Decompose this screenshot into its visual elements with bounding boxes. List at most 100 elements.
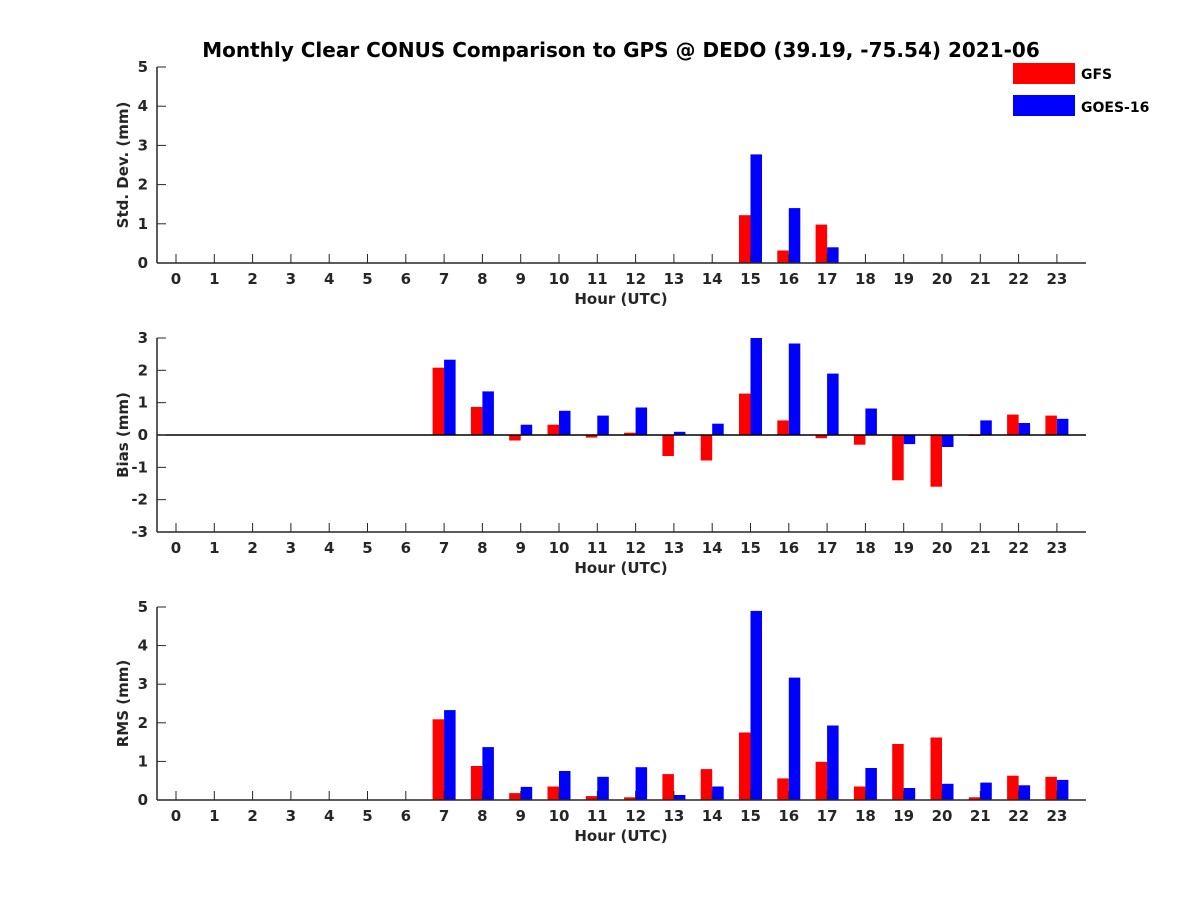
- bar-goes16-hour-8: [482, 747, 494, 800]
- x-tick-label: 15: [740, 270, 761, 288]
- bar-goes16-hour-22: [1018, 423, 1031, 435]
- x-tick-label: 17: [817, 270, 838, 288]
- x-tick-label: 10: [549, 807, 570, 825]
- y-tick-label: 3: [138, 136, 148, 154]
- x-tick-label: 20: [932, 270, 953, 288]
- y-tick-label: 0: [138, 791, 148, 809]
- x-tick-label: 9: [515, 807, 525, 825]
- legend-swatch-gfs: [1013, 63, 1075, 84]
- bar-gfs-hour-14: [700, 435, 713, 461]
- x-tick-label: 21: [970, 807, 991, 825]
- x-tick-label: 21: [970, 539, 991, 557]
- y-tick-label: -2: [131, 491, 148, 509]
- x-tick-label: 4: [324, 270, 334, 288]
- bar-gfs-hour-13: [662, 435, 674, 456]
- bar-goes16-hour-18: [865, 768, 877, 800]
- bar-gfs-hour-9: [509, 435, 521, 441]
- x-axis-label: Hour (UTC): [574, 827, 667, 845]
- x-tick-label: 5: [362, 807, 372, 825]
- x-tick-label: 12: [625, 539, 646, 557]
- bar-gfs-hour-15: [739, 393, 751, 435]
- bar-gfs-hour-12: [624, 797, 636, 800]
- x-tick-label: 18: [855, 539, 876, 557]
- bar-goes16-hour-11: [597, 415, 609, 435]
- legend-swatch-goes16: [1013, 95, 1075, 116]
- bar-goes16-hour-23: [1056, 779, 1069, 800]
- bar-goes16-hour-13: [673, 795, 686, 800]
- bar-gfs-hour-21: [968, 797, 981, 800]
- x-tick-label: 8: [477, 807, 487, 825]
- x-tick-label: 9: [515, 539, 525, 557]
- bar-goes16-hour-23: [1056, 418, 1069, 435]
- y-tick-label: 1: [138, 394, 148, 412]
- x-tick-label: 5: [362, 270, 372, 288]
- y-tick-label: 1: [138, 752, 148, 770]
- x-tick-label: 10: [549, 270, 570, 288]
- x-tick-label: 16: [778, 270, 799, 288]
- x-tick-label: 8: [477, 539, 487, 557]
- y-tick-label: 3: [138, 329, 148, 347]
- bar-goes16-hour-22: [1018, 785, 1031, 800]
- x-tick-label: 1: [209, 807, 219, 825]
- bar-goes16-hour-20: [942, 435, 954, 447]
- x-tick-label: 9: [515, 270, 525, 288]
- x-tick-label: 3: [286, 807, 296, 825]
- bar-goes16-hour-9: [520, 786, 533, 800]
- x-tick-label: 17: [817, 807, 838, 825]
- x-tick-label: 21: [970, 270, 991, 288]
- bar-gfs-hour-22: [1007, 414, 1019, 435]
- bar-goes16-hour-16: [788, 343, 801, 435]
- bar-gfs-hour-20: [930, 737, 942, 800]
- bar-goes16-hour-21: [980, 420, 992, 435]
- bar-goes16-hour-7: [444, 710, 456, 800]
- bar-gfs-hour-18: [853, 786, 866, 800]
- y-tick-label: 2: [138, 176, 148, 194]
- x-tick-label: 19: [893, 807, 914, 825]
- x-axis-label: Hour (UTC): [574, 559, 667, 577]
- x-tick-label: 18: [855, 270, 876, 288]
- chart-title: Monthly Clear CONUS Comparison to GPS @ …: [202, 38, 1040, 62]
- x-tick-label: 4: [324, 539, 334, 557]
- x-tick-label: 17: [817, 539, 838, 557]
- x-tick-label: 12: [625, 270, 646, 288]
- y-axis-label: Bias (mm): [114, 392, 132, 478]
- y-tick-label: 5: [138, 58, 148, 76]
- bar-goes16-hour-15: [750, 154, 762, 263]
- bar-goes16-hour-18: [865, 408, 877, 435]
- bar-goes16-hour-14: [712, 423, 724, 435]
- legend-label-gfs: GFS: [1081, 67, 1112, 83]
- y-tick-label: -1: [131, 458, 148, 476]
- bar-gfs-hour-14: [700, 769, 713, 800]
- x-tick-label: 7: [439, 539, 449, 557]
- bar-goes16-hour-13: [673, 431, 686, 435]
- x-tick-label: 23: [1046, 270, 1067, 288]
- bar-gfs-hour-16: [777, 420, 789, 435]
- x-tick-label: 20: [932, 539, 953, 557]
- bar-goes16-hour-17: [827, 247, 839, 263]
- bar-gfs-hour-22: [1007, 775, 1019, 800]
- legend-label-goes16: GOES-16: [1081, 100, 1149, 116]
- y-axis-label: Std. Dev. (mm): [114, 102, 132, 229]
- x-tick-label: 23: [1046, 807, 1067, 825]
- y-tick-label: 3: [138, 675, 148, 693]
- bar-gfs-hour-7: [432, 719, 445, 800]
- x-tick-label: 22: [1008, 539, 1029, 557]
- x-tick-label: 6: [401, 807, 411, 825]
- bar-goes16-hour-21: [980, 782, 992, 800]
- x-tick-label: 7: [439, 270, 449, 288]
- bar-goes16-hour-16: [788, 677, 801, 800]
- bar-gfs-hour-17: [815, 224, 828, 263]
- bar-gfs-hour-7: [432, 367, 445, 435]
- bar-goes16-hour-12: [635, 767, 648, 800]
- bar-gfs-hour-9: [509, 793, 521, 800]
- bar-gfs-hour-11: [585, 796, 598, 800]
- bar-goes16-hour-19: [903, 788, 916, 800]
- x-tick-label: 16: [778, 539, 799, 557]
- bar-gfs-hour-13: [662, 774, 674, 800]
- bar-goes16-hour-8: [482, 391, 494, 435]
- x-tick-label: 15: [740, 807, 761, 825]
- x-tick-label: 5: [362, 539, 372, 557]
- x-tick-label: 6: [401, 270, 411, 288]
- x-tick-label: 14: [702, 807, 723, 825]
